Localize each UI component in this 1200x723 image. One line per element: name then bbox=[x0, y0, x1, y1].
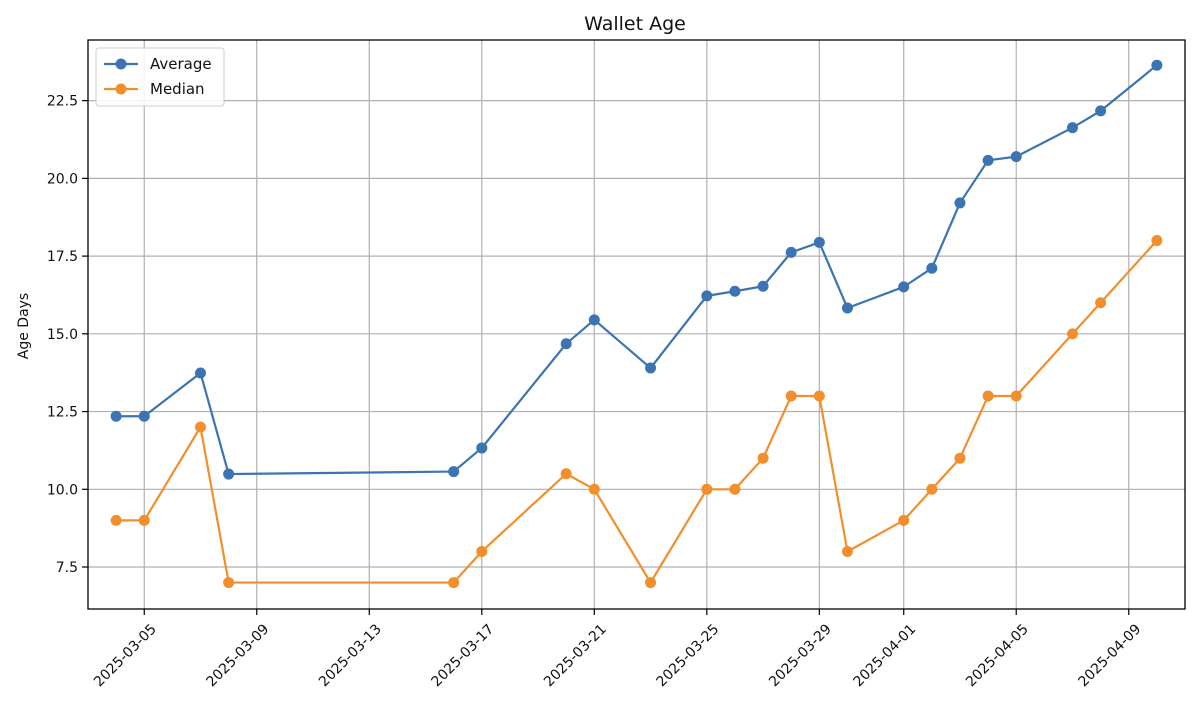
data-point-average bbox=[195, 367, 207, 379]
data-point-median bbox=[110, 514, 122, 526]
grid-lines bbox=[88, 40, 1185, 609]
y-tick-label: 17.5 bbox=[47, 249, 78, 265]
data-point-average bbox=[982, 154, 994, 166]
y-tick-label: 7.5 bbox=[56, 560, 78, 576]
legend-marker-median bbox=[115, 83, 127, 95]
data-point-median bbox=[701, 483, 713, 495]
data-point-median bbox=[1066, 328, 1078, 340]
data-point-average bbox=[926, 262, 938, 274]
data-point-median bbox=[645, 577, 657, 589]
data-point-average bbox=[898, 281, 910, 293]
y-tick-label: 12.5 bbox=[47, 405, 78, 421]
data-point-median bbox=[560, 468, 572, 480]
legend-label-median: Median bbox=[150, 80, 205, 98]
data-point-average bbox=[1010, 151, 1022, 163]
x-tick-label: 2025-04-05 bbox=[963, 621, 1032, 690]
data-point-median bbox=[195, 421, 207, 433]
axes bbox=[82, 39, 1186, 615]
data-point-average bbox=[1151, 59, 1163, 71]
data-point-average bbox=[813, 236, 825, 248]
legend-box bbox=[95, 47, 225, 107]
data-point-average bbox=[223, 468, 235, 480]
data-point-median bbox=[926, 483, 938, 495]
chart-text: Wallet Age Age Days 2025-03-05 2025-03-09… bbox=[16, 13, 1144, 690]
series-line-average bbox=[116, 64, 1158, 476]
y-tick-label: 22.5 bbox=[47, 94, 78, 110]
data-point-median bbox=[729, 483, 741, 495]
data-point-average bbox=[645, 362, 657, 374]
data-point-average bbox=[729, 285, 741, 297]
data-point-average bbox=[954, 197, 966, 209]
data-point-median bbox=[898, 514, 910, 526]
x-tick-label: 2025-03-25 bbox=[654, 621, 723, 690]
data-point-median bbox=[1010, 390, 1022, 402]
x-tick-label: 2025-03-21 bbox=[541, 621, 610, 690]
chart-title: Wallet Age bbox=[584, 13, 686, 35]
y-tick-label: 15.0 bbox=[47, 327, 78, 343]
x-tick-label: 2025-03-09 bbox=[204, 621, 273, 690]
data-point-average bbox=[1066, 122, 1078, 134]
y-tick-label: 20.0 bbox=[47, 171, 78, 187]
data-point-average bbox=[448, 466, 460, 478]
x-tick-label: 2025-03-05 bbox=[91, 621, 160, 690]
data-point-median bbox=[1095, 297, 1107, 309]
data-point-median bbox=[841, 545, 853, 557]
plot-frame bbox=[87, 39, 1186, 610]
data-point-median bbox=[138, 514, 150, 526]
x-tick-label: 2025-03-13 bbox=[316, 621, 385, 690]
y-axis-label: Age Days bbox=[16, 293, 32, 359]
x-tick-label: 2025-03-17 bbox=[429, 621, 498, 690]
data-point-average bbox=[110, 410, 122, 422]
x-tick-label: 2025-04-09 bbox=[1076, 621, 1145, 690]
data-point-median bbox=[223, 577, 235, 589]
data-point-median bbox=[813, 390, 825, 402]
series-lines bbox=[116, 64, 1158, 584]
data-point-median bbox=[982, 390, 994, 402]
data-point-average bbox=[1095, 105, 1107, 117]
x-tick-label: 2025-03-29 bbox=[766, 621, 835, 690]
data-point-average bbox=[476, 442, 488, 454]
data-point-median bbox=[448, 577, 460, 589]
data-point-average bbox=[588, 314, 600, 326]
data-point-average bbox=[757, 280, 769, 292]
legend-label-average: Average bbox=[150, 55, 212, 73]
data-point-average bbox=[138, 410, 150, 422]
data-point-average bbox=[701, 290, 713, 302]
data-point-median bbox=[785, 390, 797, 402]
legend-marker-average bbox=[115, 58, 127, 70]
data-point-median bbox=[954, 452, 966, 464]
data-point-average bbox=[785, 246, 797, 258]
data-point-median bbox=[1151, 235, 1163, 247]
legend: Average Median bbox=[95, 47, 225, 107]
data-point-average bbox=[841, 302, 853, 314]
data-point-average bbox=[560, 338, 572, 350]
data-point-median bbox=[588, 483, 600, 495]
series-markers bbox=[110, 59, 1163, 589]
y-tick-label: 10.0 bbox=[47, 482, 78, 498]
x-tick-label: 2025-04-01 bbox=[850, 621, 919, 690]
data-point-median bbox=[757, 452, 769, 464]
data-point-median bbox=[476, 545, 488, 557]
